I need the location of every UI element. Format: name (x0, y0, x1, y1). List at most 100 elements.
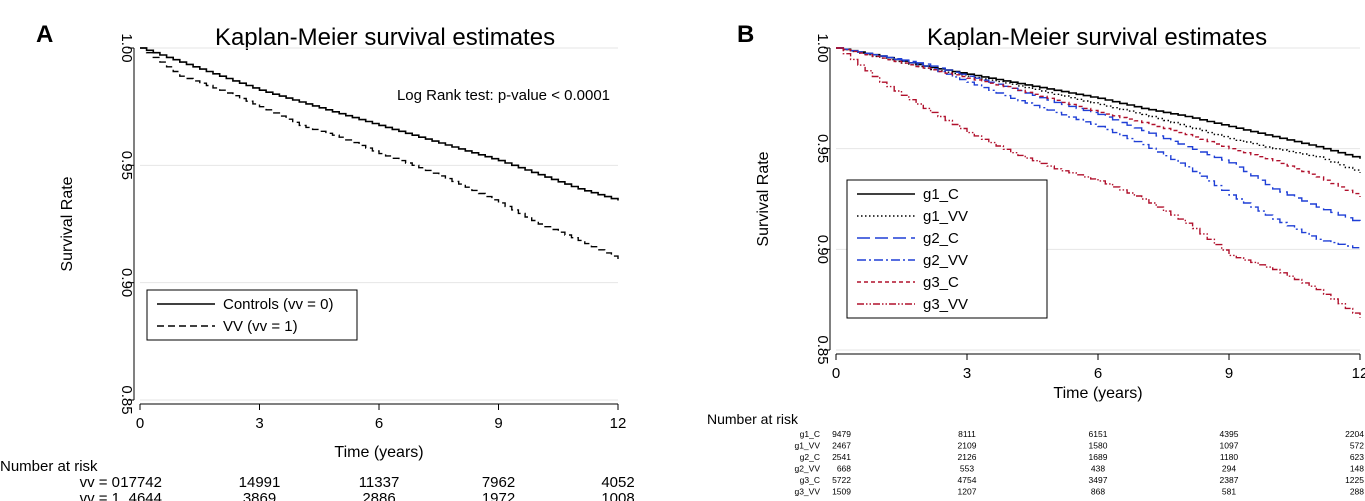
risk-row-label: vv = 0 (80, 474, 120, 491)
risk-value: 3497 (1089, 475, 1108, 485)
risk-row-label: g3_C (800, 475, 820, 485)
risk-value: 2387 (1220, 475, 1239, 485)
legend-box (846, 179, 1048, 319)
y-tick-label: 0.90 (814, 235, 831, 264)
risk-value: 1207 (958, 487, 977, 497)
legend: Controls (vv = 0) VV (vv = 1) (146, 289, 358, 341)
risk-value: 572 (1350, 441, 1364, 451)
y-tick-label: 0.90 (118, 268, 135, 297)
risk-value: 8111 (958, 429, 976, 439)
risk-value: 1689 (1089, 452, 1108, 462)
risk-value: 1972 (482, 490, 515, 501)
panel-label: B (737, 21, 754, 48)
risk-table-header: Number at risk (0, 458, 98, 475)
risk-row-label: g1_VV (794, 441, 820, 451)
y-tick-label: 1.00 (814, 33, 831, 62)
risk-row-label: g2_C (800, 452, 820, 462)
risk-value: 668 (837, 464, 851, 474)
x-tick-label: 3 (963, 365, 971, 382)
risk-value: 1580 (1089, 441, 1108, 451)
x-axis-label: Time (years) (334, 444, 423, 461)
risk-table-header: Number at risk (707, 411, 799, 427)
risk-value: 4754 (958, 475, 977, 485)
risk-value: 1509 (832, 487, 851, 497)
annotation: Log Rank test: p-value < 0.0001 (397, 87, 610, 104)
risk-value: 7962 (482, 474, 515, 491)
risk-value: 294 (1222, 464, 1236, 474)
legend-label: g2_C (923, 230, 959, 247)
y-tick-label: 0.95 (118, 151, 135, 180)
x-tick-label: 6 (375, 415, 383, 432)
risk-value: 1008 (601, 490, 634, 501)
risk-value: 5722 (832, 475, 851, 485)
series-line-g2-c (836, 47, 1361, 224)
y-tick-label: 0.95 (814, 134, 831, 163)
legend-label: VV (vv = 1) (223, 318, 298, 335)
y-tick-label: 0.85 (118, 385, 135, 414)
risk-row-label: vv = 1 (80, 490, 120, 501)
x-tick-label: 12 (610, 415, 627, 432)
risk-value: 581 (1222, 487, 1236, 497)
risk-value: 2467 (832, 441, 851, 451)
panel-label: A (36, 21, 53, 48)
legend-label: g1_VV (923, 208, 968, 225)
risk-row-label: g2_VV (794, 464, 820, 474)
risk-value: 4644 (129, 490, 162, 501)
x-tick-label: 0 (136, 415, 144, 432)
legend-box (146, 289, 358, 341)
series-line-g3-c (836, 47, 1361, 197)
x-tick-label: 3 (255, 415, 263, 432)
x-tick-label: 9 (1225, 365, 1233, 382)
risk-value: 623 (1350, 452, 1364, 462)
risk-value: 2541 (832, 452, 851, 462)
series-line-vv-vv-1 (140, 47, 619, 260)
legend-label: g2_VV (923, 252, 968, 269)
legend: g1_C g1_VV g2_C g2_VV g3_C g3_VV (846, 179, 1048, 319)
risk-value: 2109 (958, 441, 977, 451)
risk-value: 14991 (239, 474, 281, 491)
x-tick-label: 0 (832, 365, 840, 382)
legend-label: g3_VV (923, 296, 968, 313)
risk-value: 148 (1350, 464, 1364, 474)
y-tick-label: 0.85 (814, 335, 831, 364)
risk-row-label: g3_VV (794, 487, 820, 497)
risk-value: 2886 (362, 490, 395, 501)
risk-value: 438 (1091, 464, 1105, 474)
y-axis-label: Survival Rate (755, 151, 772, 246)
risk-value: 2204 (1345, 429, 1364, 439)
risk-value: 6151 (1089, 429, 1108, 439)
risk-value: 4395 (1220, 429, 1239, 439)
legend-label: g3_C (923, 274, 959, 291)
legend-label: g1_C (923, 186, 959, 203)
chart-title: Kaplan-Meier survival estimates (927, 24, 1267, 51)
series-line-controls-vv-0 (140, 47, 619, 201)
risk-value: 11337 (359, 474, 400, 491)
series-line-g1-vv (836, 47, 1361, 173)
risk-value: 9479 (832, 429, 851, 439)
legend-label: Controls (vv = 0) (223, 296, 333, 313)
risk-value: 2126 (958, 452, 977, 462)
risk-value: 3869 (243, 490, 276, 501)
series-line-g3-vv (836, 47, 1361, 318)
risk-value: 288 (1350, 487, 1364, 497)
panel-a: A Kaplan-Meier survival estimates 0.85 0.90… (0, 21, 635, 501)
chart-title: Kaplan-Meier survival estimates (215, 24, 555, 51)
risk-value: 4052 (601, 474, 634, 491)
y-axis-label: Survival Rate (59, 176, 76, 271)
x-tick-label: 6 (1094, 365, 1102, 382)
panel-b: B Kaplan-Meier survival estimates 0.85 0.90… (707, 21, 1365, 497)
x-tick-label: 9 (494, 415, 502, 432)
risk-row-label: g1_C (800, 429, 820, 439)
x-tick-label: 12 (1352, 365, 1365, 382)
x-axis-label: Time (years) (1053, 385, 1142, 402)
risk-value: 17742 (120, 474, 162, 491)
risk-value: 868 (1091, 487, 1105, 497)
risk-value: 1097 (1220, 441, 1239, 451)
y-tick-label: 1.00 (118, 33, 135, 62)
risk-value: 553 (960, 464, 974, 474)
risk-value: 1225 (1345, 475, 1364, 485)
risk-value: 1180 (1220, 452, 1239, 462)
